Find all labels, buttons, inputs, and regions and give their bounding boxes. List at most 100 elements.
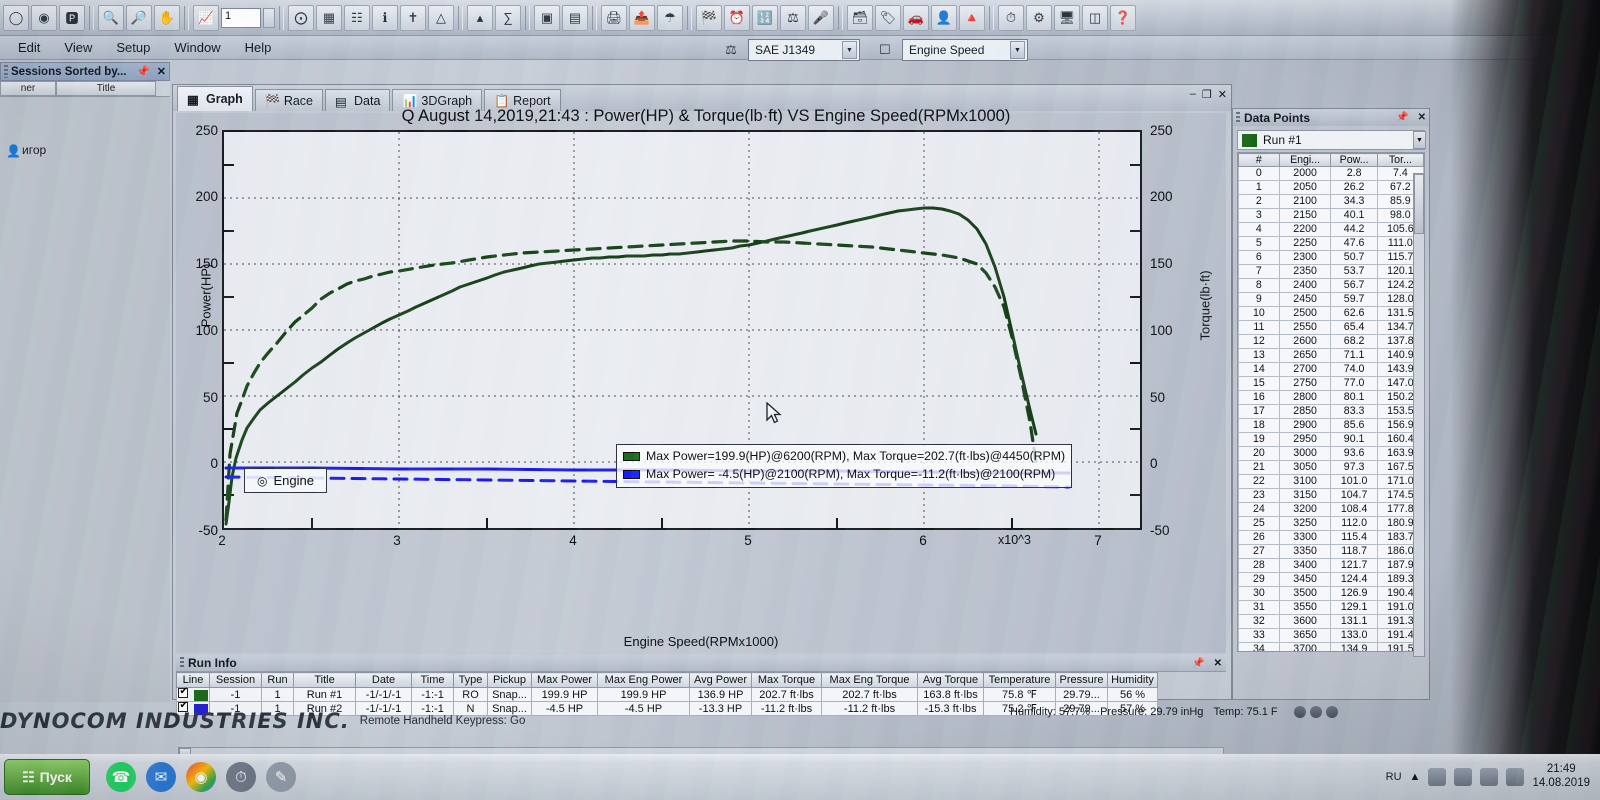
start-button[interactable]: ☷ Пуск [4,759,90,795]
whatsapp-icon[interactable]: ☎ [106,762,136,792]
col-pickup[interactable]: Pickup [487,672,532,688]
row-checkbox[interactable] [178,686,189,698]
col-max-eng-power[interactable]: Max Eng Power [597,672,690,688]
table-row[interactable]: 20 3000 93.6 163.9 [1238,446,1424,461]
database-icon[interactable]: 🗃 [847,4,873,31]
col-time[interactable]: Time [411,672,454,688]
marker-icon[interactable]: ✝ [400,4,426,31]
engine-button[interactable]: ◎ Engine [244,468,327,493]
table-row[interactable]: 6 2300 50.7 115.7 [1238,250,1424,265]
col-max-torque[interactable]: Max Torque [751,672,822,688]
col-line[interactable]: Line [176,672,210,688]
volume-icon[interactable] [1480,768,1499,786]
zoom-in-icon[interactable]: 🔍 [98,4,124,31]
table-row[interactable]: 19 2950 90.1 160.4 [1238,432,1424,447]
session-col-title[interactable]: Title [56,81,156,96]
menu-window[interactable]: Window [174,40,221,55]
axes-icon[interactable]: ☷ [344,4,370,31]
table-row[interactable]: 22 3100 101.0 171.0 [1238,474,1424,489]
shield-icon[interactable] [1454,768,1473,786]
drag-grip-icon[interactable] [180,657,184,669]
table-row[interactable]: 7 2350 53.7 120.1 [1238,264,1424,279]
dyno-icon[interactable]: 🅿 [59,4,85,31]
table-row[interactable]: 18 2900 85.6 156.9 [1238,418,1424,433]
dp-col-index[interactable]: # [1238,153,1280,167]
x-axis-select[interactable]: Engine Speed ▼ [902,39,1028,61]
col-humidity[interactable]: Humidity [1107,672,1158,688]
flag-icon[interactable]: 🏁 [696,4,722,31]
chevron-down-icon[interactable]: ▼ [1413,131,1426,149]
menu-help[interactable]: Help [244,40,272,55]
run-number-spinner[interactable] [263,7,275,28]
display-icon[interactable]: 🖥 [1054,4,1080,31]
weather-icon[interactable]: ☂ [657,4,683,31]
table-row[interactable]: 34 3700 134.9 191.5 [1238,642,1424,651]
col-max-power[interactable]: Max Power [531,672,598,688]
table-row[interactable]: 16 2800 80.1 150.2 [1238,390,1424,405]
table-row[interactable]: 3 2150 40.1 98.0 [1238,208,1424,223]
table-row[interactable]: 25 3250 112.0 180.9 [1238,516,1424,531]
info-icon[interactable]: ℹ [372,4,398,31]
table-row[interactable]: 32 3600 131.1 191.3 [1238,614,1424,629]
run-number-input[interactable]: 1 [221,7,261,28]
table-row[interactable]: 15 2750 77.0 147.0 [1238,376,1424,391]
table-row[interactable]: 17 2850 83.3 153.5 [1238,404,1424,419]
table-row[interactable]: 8 2400 56.7 124.2 [1238,278,1424,293]
correction-factor-select[interactable]: SAE J1349 ▼ [748,39,860,61]
table-row[interactable]: 33 3650 133.0 191.4 [1238,628,1424,643]
table-row[interactable]: 9 2450 59.7 128.0 [1238,292,1424,307]
vehicle-icon[interactable]: 🚗 [903,4,929,31]
chart-type-icon[interactable]: 📈 [193,4,219,31]
help-icon[interactable]: ❓ [1110,4,1136,31]
new-session-icon[interactable]: ◯ [3,4,29,31]
filter-icon[interactable]: 🔺 [959,4,985,31]
table-row[interactable]: 5 2250 47.6 111.0 [1238,236,1424,251]
dp-col-torque[interactable]: Tor... [1376,153,1424,167]
network-icon[interactable] [1428,768,1447,786]
minimize-button[interactable]: – [1189,88,1196,100]
drag-grip-icon[interactable] [1236,111,1240,124]
drag-grip-icon[interactable] [4,65,8,78]
row-checkbox[interactable] [178,700,189,712]
dp-col-power[interactable]: Pow... [1330,153,1378,167]
table-row[interactable]: 0 2000 2.8 7.4 [1238,166,1424,181]
table-row[interactable]: 13 2650 71.1 140.9 [1238,348,1424,363]
table-row[interactable]: -1 1 Run #2 -1/-1/-1 -1:-1 N Snap... -4.… [176,700,1158,716]
session-col-owner[interactable]: ner [0,81,56,96]
connection-indicator-icon[interactable] [1293,706,1306,718]
col-avg-torque[interactable]: Avg Torque [917,672,984,688]
list-view-icon[interactable]: ▤ [562,4,588,31]
close-button[interactable]: ✕ [1217,89,1227,101]
power-indicator-icon[interactable] [1309,706,1322,718]
plot-area[interactable]: ◎ Engine Max Power=199.9(HP)@6200(RPM), … [222,130,1142,530]
session-list-item[interactable]: 👤 игор [0,143,170,158]
dp-col-engine[interactable]: Engi... [1278,153,1332,167]
tab-race[interactable]: 🏁 Race [254,89,323,111]
col-max-eng-torque[interactable]: Max Eng Torque [821,672,918,688]
data-points-run-select[interactable]: Run #1 [1237,130,1425,150]
speedometer-icon[interactable]: ⏱ [226,762,256,792]
pan-icon[interactable]: ✋ [154,4,180,31]
print-icon[interactable]: 🖨 [601,4,627,31]
tag-icon[interactable]: 🏷 [875,4,901,31]
col-run[interactable]: Run [261,672,294,688]
col-avg-power[interactable]: Avg Power [689,672,752,688]
row-line-cell[interactable] [176,686,210,702]
grid-toggle-icon[interactable]: ▦ [316,4,342,31]
table-row[interactable]: 23 3150 104.7 174.5 [1238,488,1424,503]
pin-icon[interactable]: 📌 [1192,657,1205,669]
table-row[interactable]: 21 3050 97.3 167.5 [1238,460,1424,475]
menu-view[interactable]: View [64,40,93,55]
mic-icon[interactable]: 🎤 [808,4,834,31]
table-row[interactable]: 28 3400 121.7 187.9 [1238,558,1424,573]
table-row[interactable]: -1 1 Run #1 -1/-1/-1 -1:-1 RO Snap... 19… [176,686,1158,702]
table-row[interactable]: 14 2700 74.0 143.9 [1238,362,1424,377]
table-row[interactable]: 24 3200 108.4 177.8 [1238,502,1424,517]
tab-data[interactable]: ▤ Data [325,89,391,111]
col-type[interactable]: Type [453,672,488,688]
chevron-down-icon[interactable]: ▼ [842,41,857,59]
table-view-icon[interactable]: ▣ [534,4,560,31]
close-icon[interactable]: ✕ [156,66,166,78]
table-row[interactable]: 10 2500 62.6 131.5 [1238,306,1424,321]
col-session[interactable]: Session [209,672,262,688]
